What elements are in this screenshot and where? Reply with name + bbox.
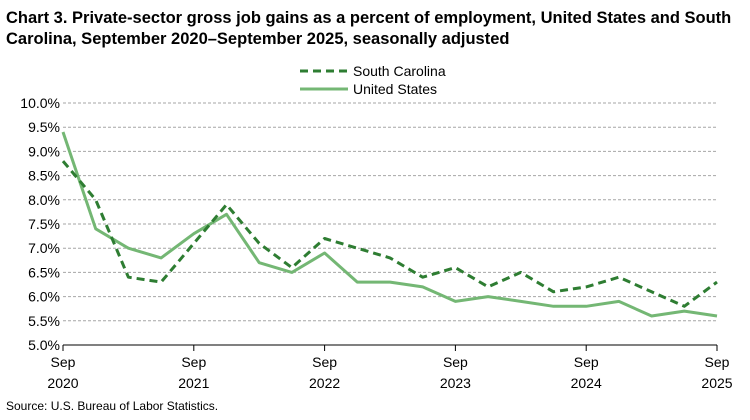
x-axis-tick-labels: Sep 2020 Sep 2021 Sep 2022 Sep 2023 Sep 2024 Sep 20…	[47, 354, 732, 391]
axes	[62, 344, 718, 351]
x-tick-label-year: 2022	[309, 375, 340, 391]
gridlines	[63, 102, 717, 322]
y-tick-label: 6.0%	[28, 289, 60, 305]
x-tick-label-year: 2021	[178, 375, 209, 391]
x-tick-label-year: 2023	[440, 375, 471, 391]
x-tick-label-year: 2020	[47, 375, 78, 391]
y-tick-label: 9.5%	[28, 119, 60, 135]
series-lines	[61, 131, 718, 318]
series-line-united-states	[61, 131, 718, 318]
y-tick-label: 8.0%	[28, 192, 60, 208]
x-tick-label-month: Sep	[51, 354, 76, 370]
y-tick-label: 9.0%	[28, 143, 60, 159]
legend-label-united-states: United States	[353, 81, 437, 97]
legend: South Carolina United States	[300, 63, 446, 97]
x-tick-label-month: Sep	[443, 354, 468, 370]
chart-title: Chart 3. Private-sector gross job gains …	[6, 9, 732, 48]
y-tick-label: 7.0%	[28, 240, 60, 256]
x-tick-label-month: Sep	[181, 354, 206, 370]
x-tick-label-month: Sep	[574, 354, 599, 370]
x-tick-label-year: 2025	[701, 375, 732, 391]
x-tick-label-year: 2024	[571, 375, 602, 391]
y-tick-label: 8.5%	[28, 168, 60, 184]
x-tick-label-month: Sep	[312, 354, 337, 370]
legend-label-south-carolina: South Carolina	[353, 63, 446, 79]
y-tick-label: 5.0%	[28, 337, 60, 353]
y-axis-tick-labels: 5.0% 5.5% 6.0% 6.5% 7.0% 7.5% 8.0% 8.5% 9.0% 9.5%…	[20, 95, 60, 353]
x-tick-label-month: Sep	[705, 354, 730, 370]
y-tick-label: 7.5%	[28, 216, 60, 232]
series-line-south-carolina	[61, 160, 718, 308]
y-tick-label: 10.0%	[20, 95, 60, 111]
source-note: Source: U.S. Bureau of Labor Statistics.	[6, 399, 219, 413]
y-tick-label: 6.5%	[28, 264, 60, 280]
y-tick-label: 5.5%	[28, 313, 60, 329]
